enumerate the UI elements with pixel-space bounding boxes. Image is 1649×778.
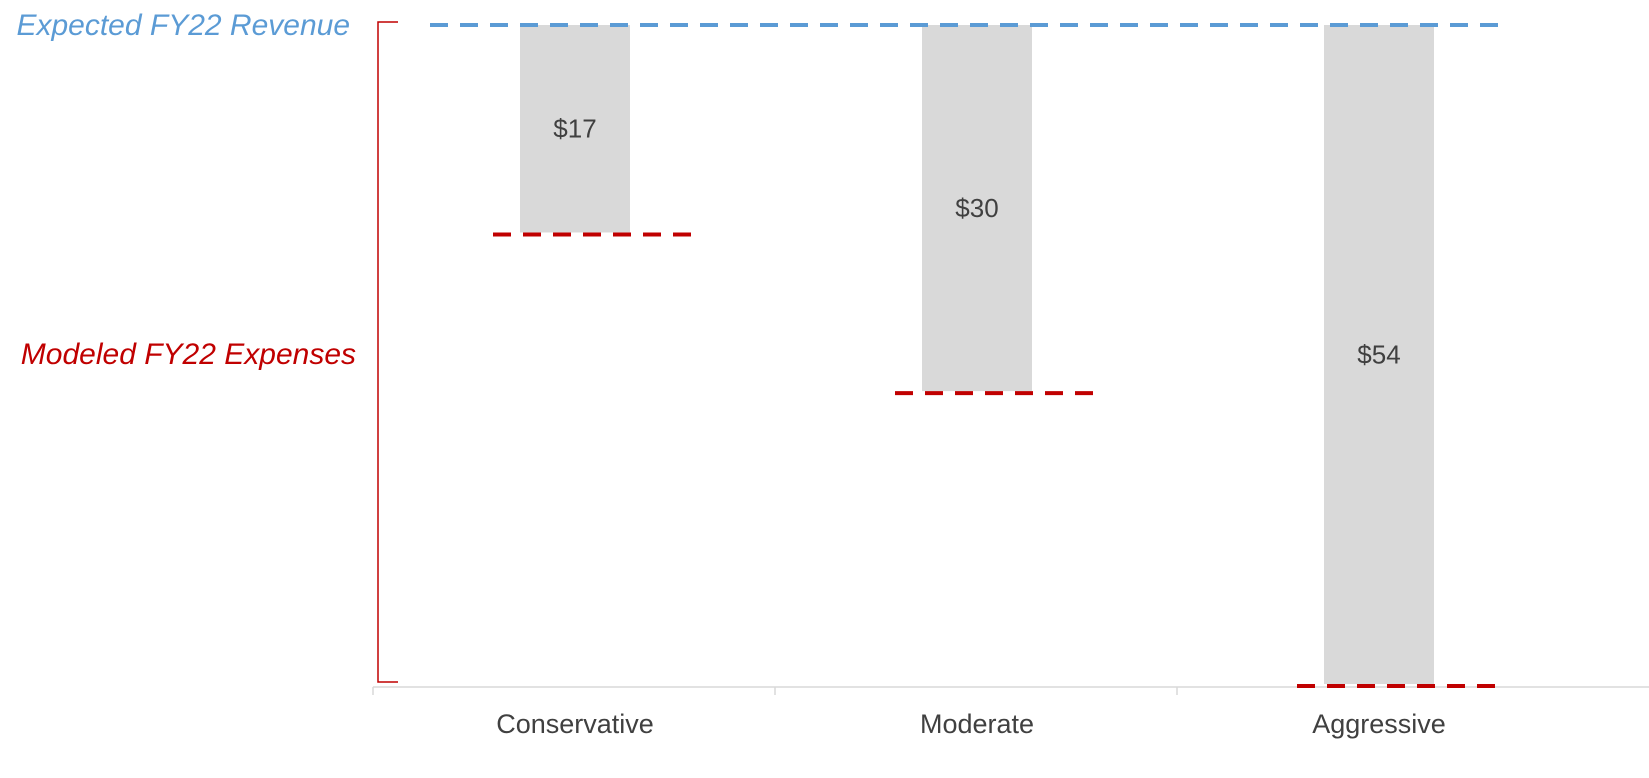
bar-aggressive [1324, 25, 1434, 684]
expense-lines-group [493, 232, 1497, 688]
category-label-conservative: Conservative [496, 709, 654, 739]
bar-moderate [922, 25, 1032, 392]
value-label-conservative: $17 [553, 114, 596, 144]
category-label-moderate: Moderate [920, 709, 1034, 739]
category-labels-group: Conservative Moderate Aggressive [496, 709, 1446, 739]
category-label-aggressive: Aggressive [1312, 709, 1446, 739]
revenue-line-label: Expected FY22 Revenue [16, 9, 350, 42]
x-axis-ticks [372, 687, 1178, 695]
value-label-aggressive: $54 [1357, 340, 1400, 370]
value-labels-group: $17 $30 $54 [553, 114, 1400, 370]
expenses-bracket [377, 21, 398, 683]
bar-conservative [520, 25, 630, 233]
expenses-label: Modeled FY22 Expenses [21, 338, 356, 371]
bars-group [520, 25, 1434, 684]
value-label-moderate: $30 [955, 193, 998, 223]
